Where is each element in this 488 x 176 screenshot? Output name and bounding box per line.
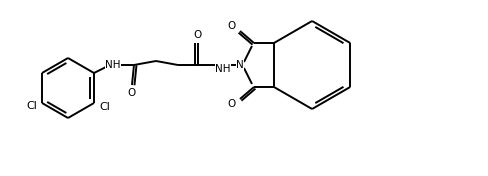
Text: Cl: Cl [26,101,37,111]
Text: NH: NH [105,60,121,70]
Text: O: O [228,21,236,31]
Text: O: O [228,99,236,109]
Text: N: N [236,60,244,70]
Text: NH: NH [215,64,231,74]
Text: O: O [194,30,202,40]
Text: Cl: Cl [99,102,110,112]
Text: O: O [128,88,136,98]
